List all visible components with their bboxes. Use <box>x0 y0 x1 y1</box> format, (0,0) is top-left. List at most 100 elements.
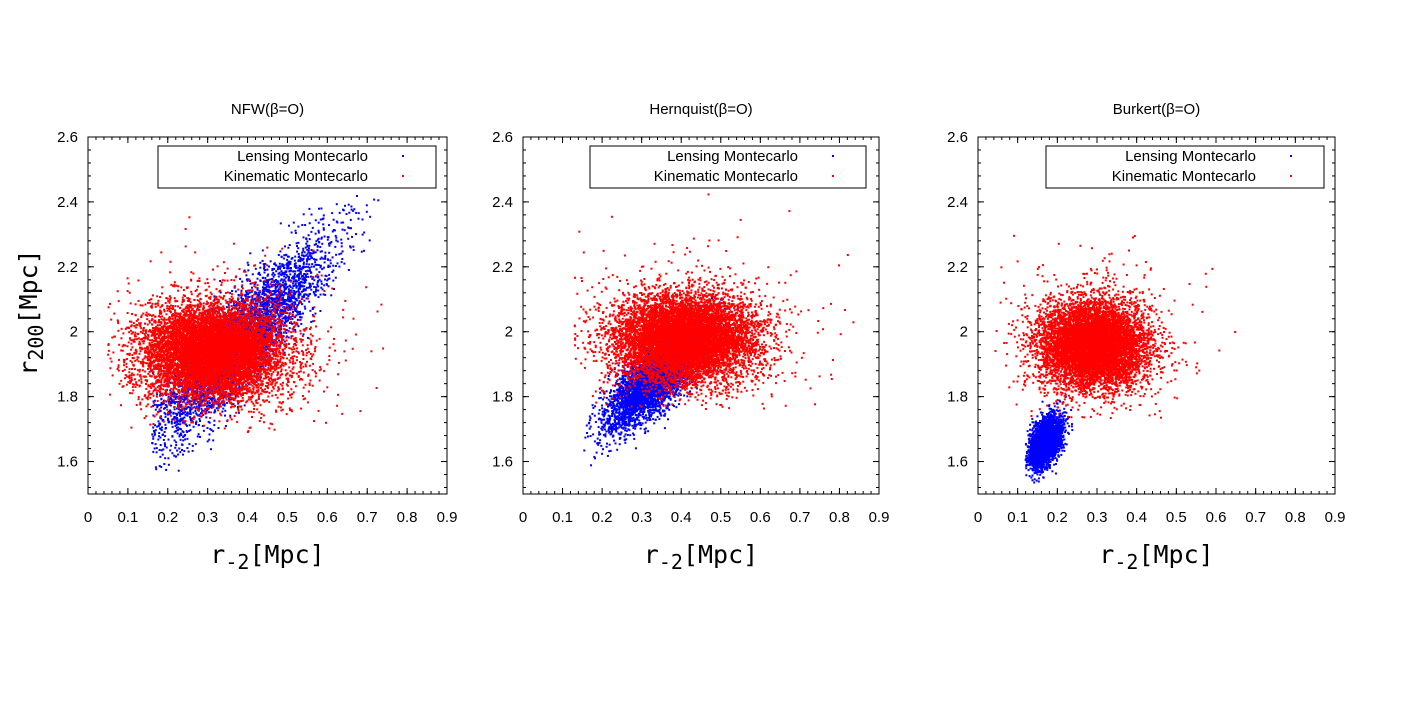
scatter-point <box>263 283 265 286</box>
scatter-point <box>319 246 322 248</box>
scatter-point <box>271 268 274 270</box>
scatter-point <box>263 265 266 267</box>
scatter-point <box>210 399 213 402</box>
scatter-point <box>349 218 352 221</box>
scatter-point <box>158 404 161 407</box>
scatter-point <box>250 314 253 317</box>
scatter-point <box>207 397 210 400</box>
scatter-point <box>182 417 185 420</box>
scatter-point <box>296 250 299 253</box>
scatter-point <box>200 412 202 415</box>
scatter-point <box>270 281 273 284</box>
scatter-point <box>248 291 251 294</box>
scatter-point <box>285 286 288 289</box>
scatter-point <box>173 430 176 433</box>
scatter-point <box>318 271 321 274</box>
scatter-point <box>297 311 300 314</box>
scatter-point <box>308 258 311 261</box>
scatter-point <box>173 439 176 442</box>
scatter-point <box>304 293 307 296</box>
scatter-point <box>163 411 166 414</box>
scatter-point <box>321 288 324 291</box>
scatter-point <box>265 346 268 349</box>
scatter-point <box>301 278 304 281</box>
scatter-point <box>176 418 179 421</box>
scatter-point <box>298 287 301 290</box>
scatter-point <box>292 280 295 283</box>
scatter-point <box>174 375 177 378</box>
scatter-point <box>257 386 260 389</box>
scatter-point <box>229 301 232 304</box>
scatter-point <box>326 258 329 261</box>
scatter-point <box>275 270 278 273</box>
scatter-point <box>200 415 203 418</box>
scatter-point <box>173 395 176 398</box>
scatter-point <box>308 207 311 210</box>
scatter-point <box>197 407 200 410</box>
scatter-point <box>169 449 172 452</box>
scatter-point <box>263 288 266 291</box>
scatter-point <box>151 442 154 445</box>
scatter-point <box>184 395 187 398</box>
scatter-point <box>264 277 267 279</box>
scatter-point <box>132 389 135 392</box>
scatter-point <box>164 403 167 406</box>
scatter-point <box>213 397 216 400</box>
panel-1: NFW(β=O)0 0.1 0.2 0.3 0.4 0.5 0.6 0.7 0.8 0.91.61… <box>14 101 457 574</box>
scatter-point <box>207 411 210 414</box>
scatter-point <box>281 317 284 320</box>
scatter-point <box>298 302 300 305</box>
scatter-point <box>175 426 178 429</box>
scatter-point <box>266 307 269 310</box>
scatter-point <box>302 249 305 252</box>
scatter-point <box>304 224 307 226</box>
scatter-point <box>308 270 311 273</box>
panel-title: NFW(β=O) <box>231 101 304 118</box>
scatter-point <box>302 254 305 257</box>
scatter-point <box>294 283 297 286</box>
scatter-point <box>229 414 232 417</box>
scatter-point <box>356 195 358 197</box>
scatter-point <box>208 402 211 404</box>
scatter-point <box>219 291 222 294</box>
scatter-point <box>320 282 323 285</box>
scatter-point <box>273 263 276 265</box>
scatter-point <box>223 404 226 407</box>
scatter-point <box>269 311 272 313</box>
scatter-point <box>195 390 198 393</box>
scatter-point <box>198 418 201 420</box>
scatter-point <box>286 304 288 307</box>
scatter-point <box>179 423 182 426</box>
scatter-point <box>313 265 315 268</box>
scatter-point <box>294 292 297 295</box>
scatter-point <box>159 393 162 396</box>
scatter-point <box>173 416 176 419</box>
scatter-point <box>263 267 265 270</box>
scatter-point <box>350 205 353 208</box>
scatter-point <box>314 312 317 315</box>
scatter-point <box>308 254 311 257</box>
scatter-point <box>281 263 284 266</box>
scatter-point <box>365 204 368 207</box>
scatter-point <box>320 250 323 253</box>
scatter-point <box>191 449 194 452</box>
scatter-point <box>256 287 259 290</box>
scatter-point <box>176 413 179 415</box>
scatter-point <box>177 469 180 472</box>
scatter-point <box>348 227 351 230</box>
scatter-point <box>307 234 310 237</box>
scatter-point <box>302 290 305 292</box>
scatter-point <box>280 255 283 258</box>
scatter-point <box>241 280 244 283</box>
scatter-point <box>303 299 306 302</box>
scatter-point <box>182 453 184 456</box>
scatter-point <box>284 280 287 283</box>
scatter-point <box>162 448 165 451</box>
scatter-point <box>192 425 195 428</box>
scatter-point <box>261 286 264 289</box>
scatter-point <box>195 405 198 408</box>
scatter-point <box>162 438 165 441</box>
scatter-point <box>186 437 189 440</box>
scatter-point <box>268 286 271 289</box>
scatter-point <box>288 299 291 301</box>
